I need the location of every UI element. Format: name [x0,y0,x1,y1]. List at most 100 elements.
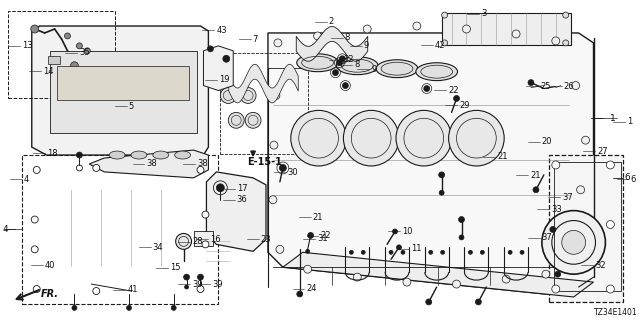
Text: 10: 10 [402,227,412,236]
Text: 33: 33 [551,205,562,214]
Text: 37: 37 [541,233,552,242]
Circle shape [272,92,280,100]
Text: 2: 2 [329,17,334,26]
Circle shape [454,95,460,101]
Circle shape [533,187,539,193]
Circle shape [207,46,213,52]
Bar [47,56,60,64]
Text: 25: 25 [540,82,551,91]
Circle shape [245,112,261,128]
Circle shape [76,152,83,158]
Circle shape [202,241,209,248]
Circle shape [76,43,83,49]
Polygon shape [90,150,209,178]
Text: 7: 7 [253,35,258,44]
Circle shape [33,285,40,292]
Ellipse shape [297,54,339,72]
Circle shape [344,110,399,166]
Text: 27: 27 [597,147,608,156]
Text: 38: 38 [147,159,157,168]
Circle shape [607,220,614,228]
Circle shape [566,240,575,248]
Circle shape [127,305,131,310]
Ellipse shape [416,63,458,81]
Circle shape [198,274,204,280]
Circle shape [197,166,204,173]
Polygon shape [207,172,266,251]
Text: 21: 21 [530,171,541,180]
Circle shape [550,227,556,232]
Circle shape [270,141,278,149]
Bar [549,155,623,302]
Circle shape [353,273,361,281]
Circle shape [93,164,100,172]
Circle shape [361,250,365,254]
Circle shape [291,110,346,166]
Text: 34: 34 [153,243,163,252]
Polygon shape [50,51,196,133]
Circle shape [349,250,353,254]
Circle shape [607,161,614,169]
Circle shape [339,56,346,62]
Text: 8: 8 [354,60,360,69]
Ellipse shape [376,60,418,78]
Circle shape [197,285,204,292]
Text: 26: 26 [564,82,574,91]
Circle shape [280,164,286,172]
Text: 8: 8 [344,33,350,42]
Circle shape [481,250,484,254]
Polygon shape [56,66,189,100]
Circle shape [304,265,312,273]
Text: 38: 38 [197,159,208,168]
Circle shape [442,12,447,18]
Text: 9: 9 [364,41,369,50]
Circle shape [459,235,464,240]
Text: 4: 4 [24,174,29,184]
Circle shape [297,291,303,297]
Circle shape [31,25,38,33]
Circle shape [607,285,614,293]
Text: 6: 6 [630,174,636,184]
Text: 23: 23 [260,235,271,244]
Circle shape [439,190,444,195]
Circle shape [397,245,401,250]
Ellipse shape [109,151,125,159]
Text: 43: 43 [216,26,227,35]
Bar [554,162,621,291]
Text: 22: 22 [321,231,331,240]
Text: 42: 42 [435,41,445,50]
Bar [22,155,218,304]
Text: 35: 35 [79,48,90,57]
Circle shape [468,250,472,254]
Circle shape [572,82,580,90]
Bar [442,13,571,45]
Circle shape [424,85,429,92]
Text: 36: 36 [237,195,247,204]
Circle shape [184,274,189,280]
Circle shape [198,285,202,289]
Text: 14: 14 [43,67,53,76]
Circle shape [175,234,191,249]
Circle shape [476,299,481,305]
Circle shape [413,22,421,30]
Circle shape [452,280,461,288]
Circle shape [429,250,433,254]
Text: 39: 39 [212,280,223,289]
Circle shape [337,60,342,66]
Text: 31: 31 [317,234,328,243]
Ellipse shape [175,151,191,159]
Text: 30: 30 [287,168,298,177]
Text: 5: 5 [129,101,134,110]
Circle shape [528,80,534,85]
Circle shape [65,33,70,39]
Text: TZ34E1401: TZ34E1401 [593,308,637,317]
Circle shape [512,30,520,38]
Circle shape [552,37,560,45]
Text: 21: 21 [497,152,508,161]
Circle shape [72,305,77,310]
Circle shape [220,88,236,103]
Circle shape [269,196,277,204]
Text: 3: 3 [481,9,486,19]
Circle shape [463,25,470,33]
Bar [8,11,115,99]
